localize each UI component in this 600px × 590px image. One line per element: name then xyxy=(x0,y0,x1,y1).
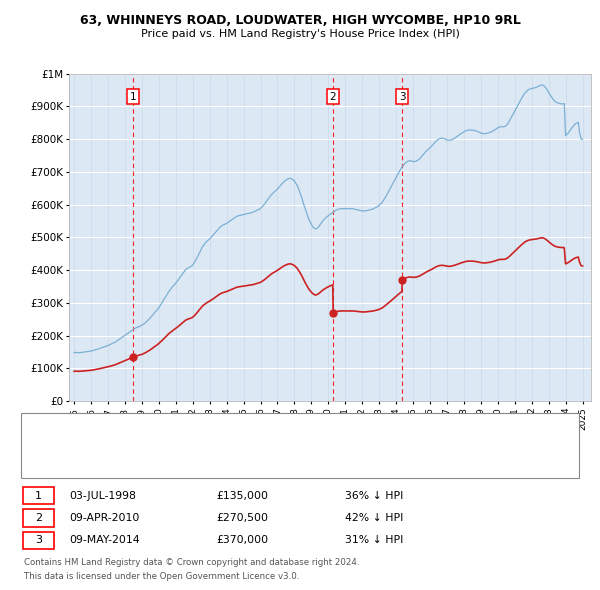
Text: £270,500: £270,500 xyxy=(216,513,268,523)
Text: £370,000: £370,000 xyxy=(216,536,268,545)
Text: 09-APR-2010: 09-APR-2010 xyxy=(69,513,139,523)
Text: 03-JUL-1998: 03-JUL-1998 xyxy=(69,491,136,500)
Text: 2: 2 xyxy=(35,513,42,523)
Text: £135,000: £135,000 xyxy=(216,491,268,500)
Text: 36% ↓ HPI: 36% ↓ HPI xyxy=(345,491,403,500)
Text: —: — xyxy=(36,423,53,441)
Text: 09-MAY-2014: 09-MAY-2014 xyxy=(69,536,140,545)
Text: 63, WHINNEYS ROAD, LOUDWATER, HIGH WYCOMBE, HP10 9RL: 63, WHINNEYS ROAD, LOUDWATER, HIGH WYCOM… xyxy=(80,14,520,27)
Text: Price paid vs. HM Land Registry's House Price Index (HPI): Price paid vs. HM Land Registry's House … xyxy=(140,29,460,38)
Text: 1: 1 xyxy=(35,491,42,500)
Text: 1: 1 xyxy=(130,91,137,101)
Text: 31% ↓ HPI: 31% ↓ HPI xyxy=(345,536,403,545)
Text: —: — xyxy=(36,450,53,468)
Text: 63, WHINNEYS ROAD, LOUDWATER, HIGH WYCOMBE, HP10 9RL (detached house): 63, WHINNEYS ROAD, LOUDWATER, HIGH WYCOM… xyxy=(63,427,461,437)
Text: This data is licensed under the Open Government Licence v3.0.: This data is licensed under the Open Gov… xyxy=(24,572,299,581)
Text: HPI: Average price, detached house, Buckinghamshire: HPI: Average price, detached house, Buck… xyxy=(63,454,329,464)
Text: 2: 2 xyxy=(329,91,336,101)
Text: Contains HM Land Registry data © Crown copyright and database right 2024.: Contains HM Land Registry data © Crown c… xyxy=(24,558,359,567)
Text: 42% ↓ HPI: 42% ↓ HPI xyxy=(345,513,403,523)
Text: 3: 3 xyxy=(35,536,42,545)
Text: 3: 3 xyxy=(399,91,406,101)
